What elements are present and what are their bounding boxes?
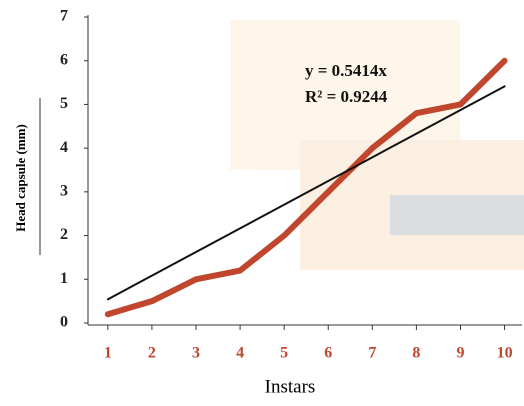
y-tick-label: 3 [60, 183, 68, 200]
r-squared: R² = 0.9244 [305, 87, 388, 106]
y-tick-label: 5 [60, 95, 68, 112]
y-tick-label: 4 [60, 139, 68, 156]
y-tick-label: 6 [60, 51, 68, 68]
x-tick-label: 9 [456, 345, 464, 362]
y-tick-label: 0 [60, 314, 68, 331]
x-tick-label: 10 [497, 345, 513, 362]
equation: y = 0.5414x [305, 61, 387, 80]
x-tick-label: 2 [148, 345, 156, 362]
x-tick-label: 6 [324, 345, 332, 362]
chart: Head capsule (mm) Instars y = 0.5414x R²… [0, 0, 524, 401]
x-axis-label: Instars [265, 376, 316, 397]
x-tick-label: 7 [368, 345, 376, 362]
x-tick-label: 4 [236, 345, 244, 362]
x-tick-label: 5 [280, 345, 288, 362]
x-tick-label: 1 [104, 345, 112, 362]
y-tick-label: 2 [60, 226, 68, 243]
y-tick-label: 7 [60, 8, 68, 25]
x-tick-label: 8 [412, 345, 420, 362]
x-tick-label: 3 [192, 345, 200, 362]
y-tick-label: 1 [60, 270, 68, 287]
y-axis-label: Head capsule (mm) [13, 124, 28, 232]
